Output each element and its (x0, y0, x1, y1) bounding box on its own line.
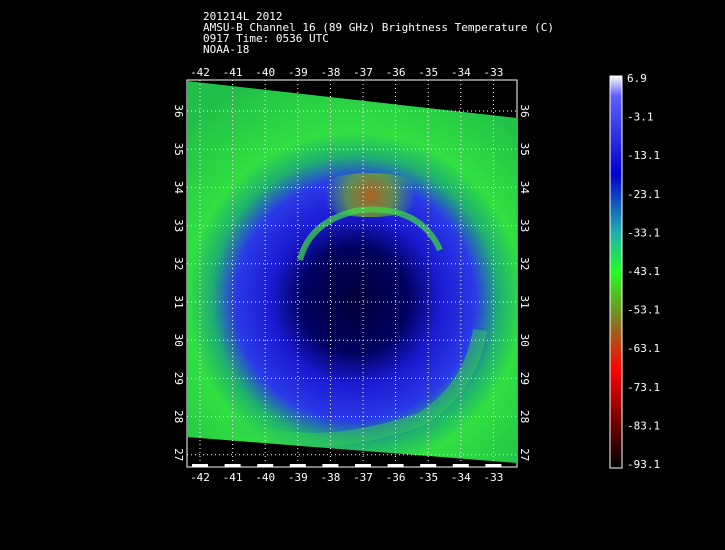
lat-label: 31 (172, 295, 185, 308)
tick (452, 464, 469, 467)
lat-label: 28 (518, 410, 531, 423)
lat-label: 33 (172, 219, 185, 232)
lon-label: -33 (483, 66, 503, 79)
lon-label: -40 (255, 471, 275, 484)
colorbar-label: 6.9 (627, 72, 647, 85)
colorbar-label: -93.1 (627, 458, 660, 471)
colorbar-label: -43.1 (627, 265, 660, 278)
lon-label: -40 (255, 66, 275, 79)
colorbar-label: -73.1 (627, 381, 660, 394)
colorbar-label: -53.1 (627, 304, 660, 317)
colorbar-label: -13.1 (627, 149, 660, 162)
tick (420, 464, 437, 467)
lon-label: -38 (320, 66, 340, 79)
colorbar-label: -83.1 (627, 419, 660, 432)
lat-label: 29 (172, 372, 185, 385)
lat-label: 27 (518, 448, 531, 461)
lon-label: -42 (190, 66, 210, 79)
lat-label: 32 (172, 257, 185, 270)
lat-label: 30 (518, 334, 531, 347)
lat-label: 27 (172, 448, 185, 461)
lat-label: 29 (518, 372, 531, 385)
header-line: AMSU-B Channel 16 (89 GHz) Brightness Te… (203, 21, 554, 34)
colorbar-label: -63.1 (627, 342, 660, 355)
lon-label: -34 (451, 66, 471, 79)
lat-label: 35 (518, 143, 531, 156)
tick (224, 464, 241, 467)
lat-label: 32 (518, 257, 531, 270)
header-line: NOAA-18 (203, 43, 249, 56)
lon-label: -39 (288, 66, 308, 79)
colorbar-label: -33.1 (627, 226, 660, 239)
lon-label: -35 (418, 66, 438, 79)
tick (257, 464, 274, 467)
lon-label: -33 (483, 471, 503, 484)
lon-label: -42 (190, 471, 210, 484)
lon-label: -36 (386, 66, 406, 79)
grid: -42-42-41-41-40-40-39-39-38-38-37-37-36-… (172, 66, 531, 484)
lat-label: 36 (518, 104, 531, 117)
tick (355, 464, 371, 467)
lat-label: 35 (172, 143, 185, 156)
lat-label: 34 (518, 181, 531, 195)
lon-label: -34 (451, 471, 471, 484)
lat-label: 36 (172, 104, 185, 117)
colorbar-label: -23.1 (627, 188, 660, 201)
lon-label: -41 (223, 66, 243, 79)
colorbar-labels: 6.9 -3.1 -13.1 -23.1 -33.1 -43.1 -53.1 -63.1 -73… (627, 72, 660, 471)
lat-label: 30 (172, 334, 185, 347)
lon-label: -35 (418, 471, 438, 484)
header-line: 0917 Time: 0536 UTC (203, 32, 329, 45)
lat-label: 33 (518, 219, 531, 232)
lat-label: 28 (172, 410, 185, 423)
tick (192, 464, 208, 467)
header-line: 201214L 2012 (203, 10, 282, 23)
lon-label: -36 (386, 471, 406, 484)
imagery (187, 81, 517, 463)
tick (485, 464, 502, 467)
colorbar-label: -3.1 (627, 111, 654, 124)
tick (322, 464, 339, 467)
lon-label: -38 (320, 471, 340, 484)
lat-label: 34 (172, 181, 185, 195)
colorbar (609, 75, 623, 469)
lon-label: -41 (223, 471, 243, 484)
lat-label: 31 (518, 295, 531, 308)
lon-label: -37 (353, 471, 373, 484)
lon-label: -37 (353, 66, 373, 79)
lon-label: -39 (288, 471, 308, 484)
tick (289, 464, 306, 467)
tick (387, 464, 404, 467)
